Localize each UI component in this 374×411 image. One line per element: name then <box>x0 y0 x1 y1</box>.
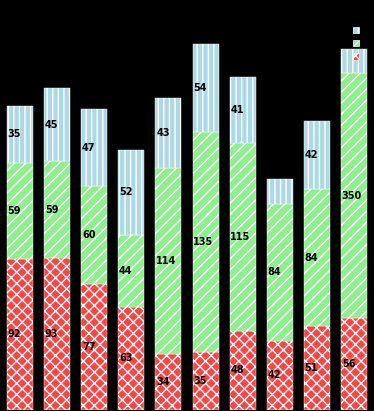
Text: 114: 114 <box>156 256 177 266</box>
Text: 51: 51 <box>305 363 318 373</box>
Text: 35: 35 <box>8 129 21 139</box>
Bar <box>156 354 181 410</box>
Bar <box>341 49 367 73</box>
Text: 59: 59 <box>45 205 58 215</box>
Text: 135: 135 <box>193 237 214 247</box>
Text: 93: 93 <box>45 329 58 339</box>
Bar <box>341 318 367 410</box>
Bar <box>193 44 218 132</box>
Bar <box>81 186 107 284</box>
Text: 84: 84 <box>305 253 318 263</box>
Text: 63: 63 <box>119 353 132 363</box>
Bar <box>156 168 181 354</box>
Text: 45: 45 <box>45 120 58 130</box>
Bar <box>193 353 218 410</box>
Text: 56: 56 <box>342 359 355 369</box>
Bar <box>230 143 256 331</box>
Bar <box>7 259 33 410</box>
Text: 35: 35 <box>193 376 207 386</box>
Bar <box>118 150 144 235</box>
Text: 47: 47 <box>82 143 95 152</box>
Bar <box>304 326 330 410</box>
Text: 41: 41 <box>230 105 244 115</box>
Bar <box>81 109 107 186</box>
Text: 350: 350 <box>342 191 362 201</box>
Bar <box>267 179 293 204</box>
Text: 52: 52 <box>119 187 132 197</box>
Text: 42: 42 <box>267 370 281 380</box>
Bar <box>304 120 330 189</box>
Text: 84: 84 <box>267 268 281 277</box>
Text: 42: 42 <box>305 150 318 160</box>
Bar <box>230 331 256 410</box>
Text: 34: 34 <box>156 377 170 387</box>
Text: 48: 48 <box>230 365 244 375</box>
Bar <box>44 162 70 258</box>
Bar <box>81 284 107 410</box>
Bar <box>44 258 70 410</box>
Text: 59: 59 <box>8 206 21 216</box>
Bar <box>44 88 70 162</box>
Text: 77: 77 <box>82 342 95 352</box>
Text: 92: 92 <box>8 330 21 339</box>
Text: 44: 44 <box>119 266 132 276</box>
Bar <box>267 341 293 410</box>
Text: 54: 54 <box>193 83 207 93</box>
Bar <box>156 98 181 168</box>
Bar <box>193 132 218 353</box>
Text: 115: 115 <box>230 232 251 242</box>
Text: 43: 43 <box>156 128 170 138</box>
Bar <box>118 235 144 307</box>
Bar <box>230 76 256 143</box>
Text: 60: 60 <box>82 230 95 240</box>
Bar <box>7 106 33 163</box>
Bar <box>341 73 367 318</box>
Legend: , , : , , <box>353 26 361 61</box>
Bar <box>118 307 144 410</box>
Bar <box>304 189 330 326</box>
Bar <box>267 204 293 341</box>
Bar <box>7 163 33 259</box>
